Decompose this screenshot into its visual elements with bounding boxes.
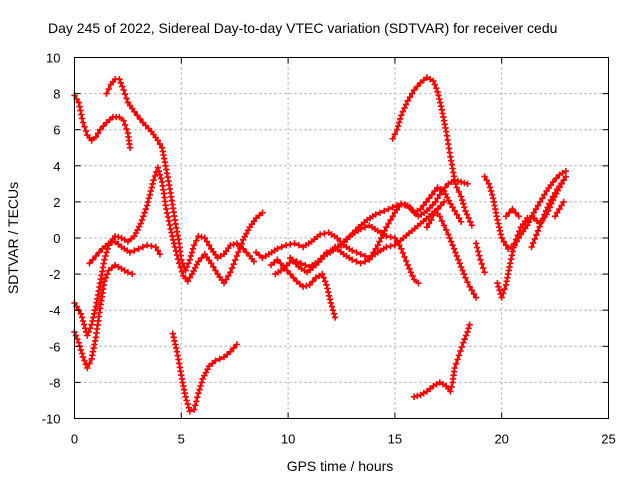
series-markers	[423, 207, 480, 301]
x-tick-label: 20	[494, 432, 508, 447]
axis-ticks: 0 5 10 15 20 25 -10 -8 -6 -4 -2 0 2 4 6 8 10	[42, 51, 616, 447]
series-sat-n	[410, 321, 473, 400]
y-tick-label: 2	[53, 195, 60, 210]
series-markers	[481, 168, 569, 252]
series-trace	[425, 209, 478, 299]
data-series	[71, 74, 569, 415]
y-tick-label: -8	[49, 375, 61, 390]
x-tick-label: 25	[601, 432, 615, 447]
series-markers	[551, 198, 567, 220]
series-markers	[169, 330, 241, 415]
series-sat-m	[423, 207, 480, 301]
series-markers	[389, 74, 475, 229]
y-tick-label: -2	[49, 267, 61, 282]
y-tick-label: 4	[53, 159, 60, 174]
y-tick-label: -4	[49, 303, 61, 318]
x-tick-label: 10	[281, 432, 295, 447]
x-axis-label: GPS time / hours	[287, 458, 394, 474]
series-markers	[86, 238, 164, 267]
series-markers	[472, 240, 488, 276]
y-axis-label: SDTVAR / TECUs	[5, 182, 21, 294]
series-markers	[528, 177, 567, 251]
series-markers	[71, 92, 134, 151]
series-sat-s	[502, 205, 522, 220]
series-sat-b	[103, 76, 258, 274]
series-markers	[410, 321, 473, 400]
series-sat-l	[389, 74, 475, 229]
y-tick-label: 10	[46, 51, 60, 66]
series-sat-e	[86, 238, 164, 267]
series-sat-p	[481, 168, 569, 252]
series-sat-a	[71, 92, 134, 151]
y-tick-label: 0	[53, 231, 60, 246]
series-trace	[413, 323, 471, 398]
series-markers	[502, 205, 522, 220]
y-tick-label: -10	[42, 412, 61, 427]
gridlines	[74, 57, 609, 419]
series-sat-g	[252, 198, 448, 262]
chart-title: Day 245 of 2022, Sidereal Day-to-day VTE…	[48, 20, 557, 36]
series-sat-k	[331, 184, 465, 267]
series-sat-o	[472, 240, 488, 276]
x-tick-label: 5	[178, 432, 185, 447]
series-sat-t	[551, 198, 567, 220]
x-tick-label: 15	[388, 432, 402, 447]
series-sat-h	[267, 256, 339, 321]
series-sat-f	[169, 330, 241, 415]
y-tick-label: 8	[53, 87, 60, 102]
y-tick-label: -6	[49, 339, 61, 354]
series-markers	[331, 184, 465, 267]
series-markers	[267, 256, 339, 321]
series-markers	[103, 76, 258, 274]
x-tick-label: 0	[71, 432, 78, 447]
y-tick-label: 6	[53, 123, 60, 138]
series-sat-r	[528, 177, 567, 251]
